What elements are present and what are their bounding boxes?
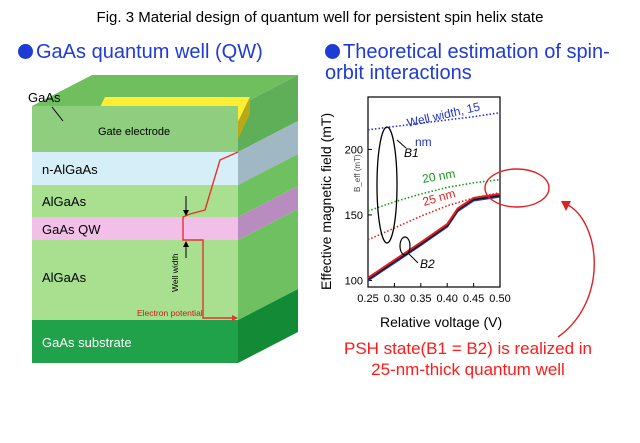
y-tick-label: 150: [345, 210, 363, 222]
y-axis-label-overlap: B_eff (mT): [353, 154, 362, 192]
figure-title: Fig. 3 Material design of quantum well f…: [96, 9, 544, 26]
psh-note: PSH state(B1 = B2) is realized in 25-nm-…: [318, 338, 618, 380]
layer-gaas-substrate: [32, 320, 238, 363]
bullet-icon: [325, 44, 340, 59]
label-electron-potential: Electron potential: [137, 308, 203, 318]
psh-pointer-arrowhead: [561, 201, 571, 211]
series-line-0: [367, 111, 501, 131]
b2-group-ellipse: [399, 236, 411, 256]
side-substrate: [238, 289, 298, 363]
y-tick-label: 200: [345, 144, 363, 156]
label-15nm-unit: nm: [415, 135, 432, 149]
label-gaas: GaAs: [28, 90, 61, 105]
layer-gaas-qw: [32, 217, 238, 240]
side-algaas-lower: [238, 209, 298, 320]
series-lines: [367, 111, 501, 282]
b1-leader: [396, 139, 407, 149]
x-tick-label: 0.25: [357, 293, 378, 305]
label-algaas-upper: AlGaAs: [42, 194, 87, 209]
label-20nm: 20 nm: [421, 166, 456, 186]
well-arrowhead-bottom: [183, 241, 189, 247]
side-gaas-top: [238, 75, 298, 152]
x-tick-label: 0.50: [489, 293, 510, 305]
right-section-heading: Theoretical estimation of spin-orbit int…: [325, 42, 625, 84]
gaas-leader-line: [51, 106, 64, 122]
electron-potential-curve: [182, 151, 239, 319]
series-line-3: [367, 195, 501, 282]
b1-group-ellipse: [376, 126, 398, 244]
side-gaas-qw: [238, 186, 298, 240]
x-axis-label: Relative voltage (V): [380, 314, 502, 330]
psh-note-line2: 25-nm-thick quantum well: [371, 360, 565, 379]
psh-pointer-arrow: [557, 203, 595, 338]
psh-highlight-ellipse: [484, 168, 550, 208]
layer-gaas-cap: [32, 106, 238, 152]
well-arrowhead-top: [183, 210, 189, 216]
left-heading-text: GaAs quantum well (QW): [36, 41, 263, 63]
label-25nm: 25 nm: [421, 186, 457, 209]
layer-algaas-upper: [32, 185, 238, 217]
bullet-icon: [18, 44, 33, 59]
x-tick-label: 0.35: [410, 293, 431, 305]
x-tick-label: 0.30: [384, 293, 405, 305]
label-well-width: Well width: [170, 253, 180, 292]
axis-ticks: 0.25 0.30 0.35 0.40 0.45 0.50 100 150 200: [345, 144, 511, 305]
x-tick-label: 0.45: [463, 293, 484, 305]
b2-leader: [408, 253, 419, 264]
annotation-b2: B2: [420, 257, 435, 271]
label-n-algaas: n-AlGaAs: [42, 162, 98, 177]
annotation-b1: B1: [404, 146, 419, 160]
label-algaas-lower: AlGaAs: [42, 270, 87, 285]
label-15nm: Well width, 15: [406, 99, 482, 129]
psh-note-line1: PSH state(B1 = B2) is realized in: [343, 339, 593, 358]
label-gaas-qw: GaAs QW: [42, 222, 101, 237]
y-axis-label: Effective magnetic field (mT): [318, 113, 334, 290]
left-section-heading: GaAs quantum well (QW): [18, 42, 263, 63]
label-gate-electrode: Gate electrode: [98, 126, 170, 138]
x-tick-label: 0.40: [436, 293, 457, 305]
layer-n-algaas: [32, 152, 238, 185]
potential-arrowhead: [232, 315, 238, 321]
series-line-5: [367, 193, 501, 279]
right-heading-text: Theoretical estimation of spin-orbit int…: [325, 41, 610, 84]
side-n-algaas: [238, 121, 298, 185]
label-gaas-substrate: GaAs substrate: [42, 335, 132, 350]
gate-electrode-side: [238, 97, 250, 139]
y-tick-label: 100: [345, 275, 363, 287]
plot-frame: [367, 96, 501, 288]
side-algaas: [238, 154, 298, 217]
series-line-4: [367, 194, 501, 280]
